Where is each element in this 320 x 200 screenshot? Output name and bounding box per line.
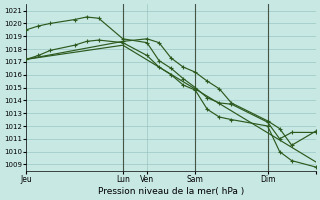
X-axis label: Pression niveau de la mer( hPa ): Pression niveau de la mer( hPa ) <box>98 187 244 196</box>
